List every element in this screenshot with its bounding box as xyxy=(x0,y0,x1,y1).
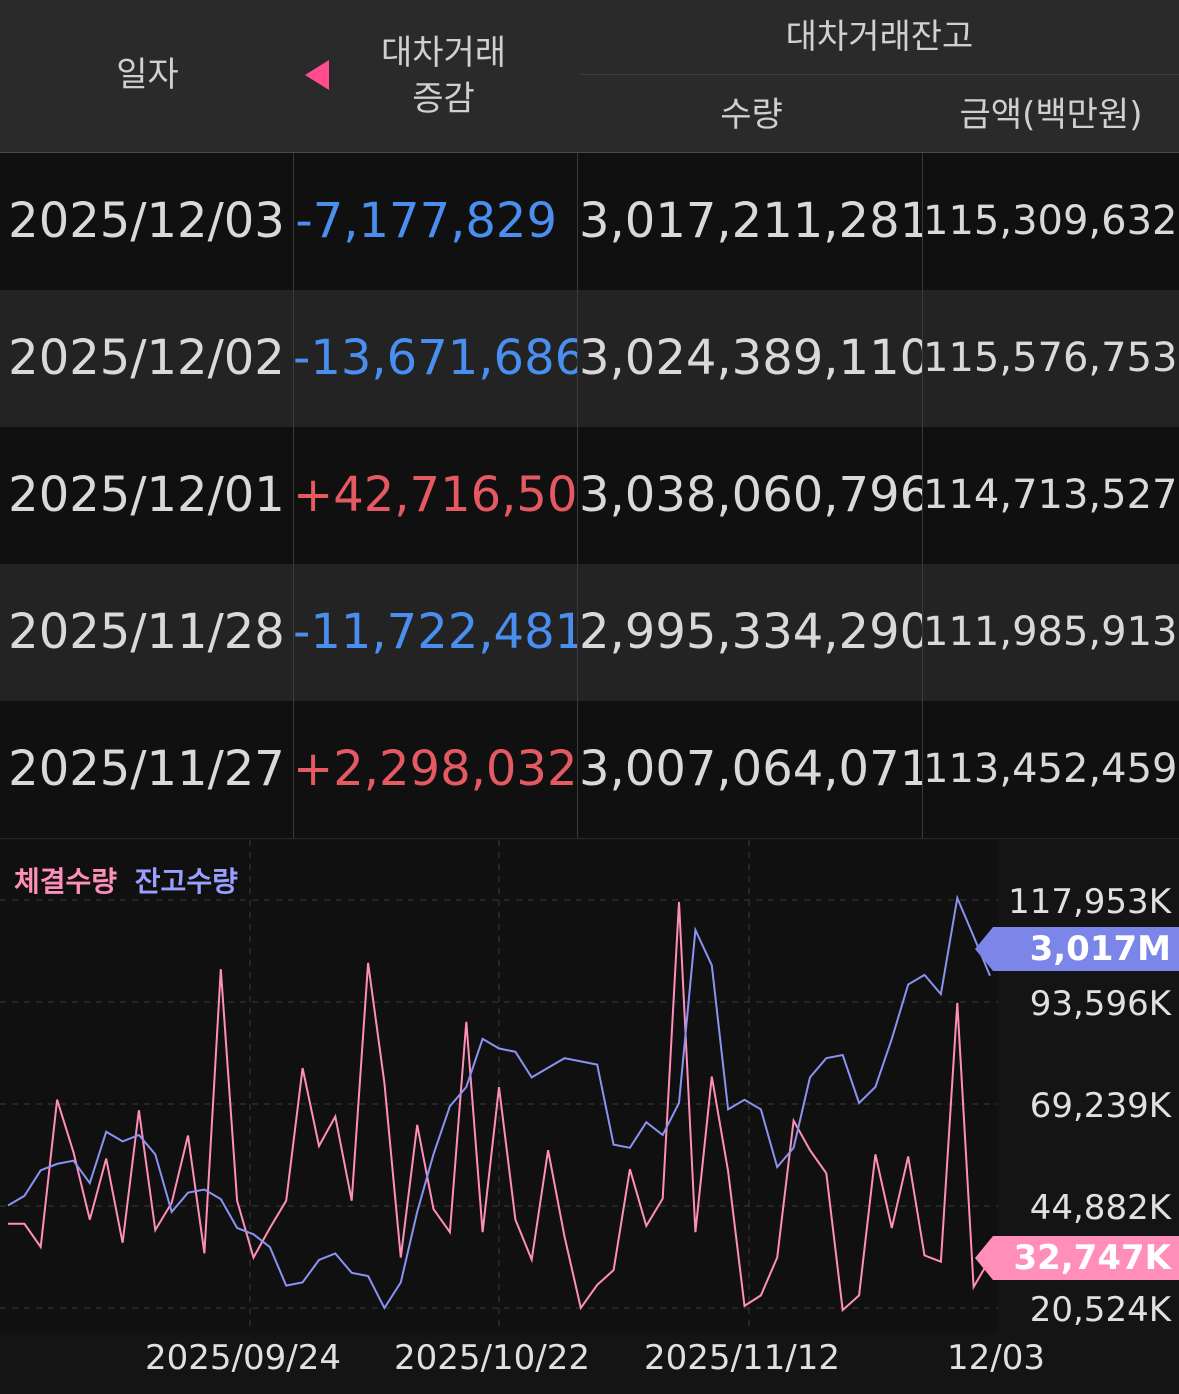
row-amount: 113,452,459 xyxy=(923,746,1178,792)
row-change: -7,177,829 xyxy=(293,153,578,290)
chart-legend: 체결수량 잔고수량 xyxy=(14,860,238,900)
header-change[interactable]: 대차거래 증감 xyxy=(295,30,580,122)
x-tick-label: 12/03 xyxy=(947,1338,1045,1378)
table-row[interactable]: 2025/12/01 +42,716,506 3,038,060,796 114… xyxy=(0,427,1179,565)
row-quantity: 3,017,211,281 xyxy=(579,153,923,290)
table-row[interactable]: 2025/11/28 -11,722,481 2,995,334,290 111… xyxy=(0,564,1179,702)
lending-chart[interactable]: 체결수량 잔고수량 117,953K 93,596K 69,239K 44,88… xyxy=(0,840,1179,1394)
row-change: +2,298,032 xyxy=(293,701,578,838)
row-change: -11,722,481 xyxy=(293,564,578,701)
chart-plot xyxy=(0,840,998,1332)
header-amount[interactable]: 금액(백만원) xyxy=(959,95,1143,135)
series-line-exec xyxy=(8,901,991,1313)
x-tick-label: 2025/09/24 xyxy=(145,1338,341,1378)
x-tick-label: 2025/11/12 xyxy=(644,1338,840,1378)
table-header: 일자 대차거래 증감 대차거래잔고 수량 금액(백만원) xyxy=(0,0,1179,153)
balance-last-value-tag: 3,017M xyxy=(975,927,1179,971)
row-date: 2025/12/01 xyxy=(0,427,294,564)
row-amount: 115,576,753 xyxy=(923,335,1178,381)
row-quantity: 3,024,389,110 xyxy=(579,290,923,427)
y-tick-label: 117,953K xyxy=(1008,882,1171,922)
row-date: 2025/12/03 xyxy=(0,153,294,290)
legend-balance: 잔고수량 xyxy=(134,865,238,898)
row-date: 2025/11/27 xyxy=(0,701,294,838)
header-balance: 대차거래잔고 xyxy=(785,17,974,57)
sort-left-arrow-icon[interactable] xyxy=(305,60,329,90)
exec-last-value-tag: 32,747K xyxy=(975,1236,1179,1280)
legend-exec: 체결수량 xyxy=(14,865,118,898)
series-line-balance xyxy=(7,894,991,1311)
header-date[interactable]: 일자 xyxy=(116,55,179,95)
row-amount: 114,713,527 xyxy=(923,472,1178,518)
header-divider xyxy=(580,74,1179,75)
y-tick-label: 20,524K xyxy=(1029,1290,1171,1330)
header-change-line1: 대차거래 xyxy=(380,33,507,73)
row-amount: 115,309,632 xyxy=(923,198,1178,244)
row-quantity: 3,038,060,796 xyxy=(579,427,923,564)
row-change: -13,671,686 xyxy=(293,290,578,427)
row-quantity: 3,007,064,071 xyxy=(579,701,923,838)
y-tick-label: 44,882K xyxy=(1029,1188,1171,1228)
row-change: +42,716,506 xyxy=(293,427,578,564)
row-amount: 111,985,913 xyxy=(923,609,1178,655)
y-tick-label: 93,596K xyxy=(1029,984,1171,1024)
table-row[interactable]: 2025/12/03 -7,177,829 3,017,211,281 115,… xyxy=(0,153,1179,291)
row-date: 2025/12/02 xyxy=(0,290,294,427)
table-row[interactable]: 2025/11/27 +2,298,032 3,007,064,071 113,… xyxy=(0,701,1179,839)
header-quantity[interactable]: 수량 xyxy=(720,95,783,135)
row-quantity: 2,995,334,290 xyxy=(579,564,923,701)
y-tick-label: 69,239K xyxy=(1029,1086,1171,1126)
row-date: 2025/11/28 xyxy=(0,564,294,701)
header-change-line2: 증감 xyxy=(412,79,475,119)
x-tick-label: 2025/10/22 xyxy=(394,1338,590,1378)
table-row[interactable]: 2025/12/02 -13,671,686 3,024,389,110 115… xyxy=(0,290,1179,428)
